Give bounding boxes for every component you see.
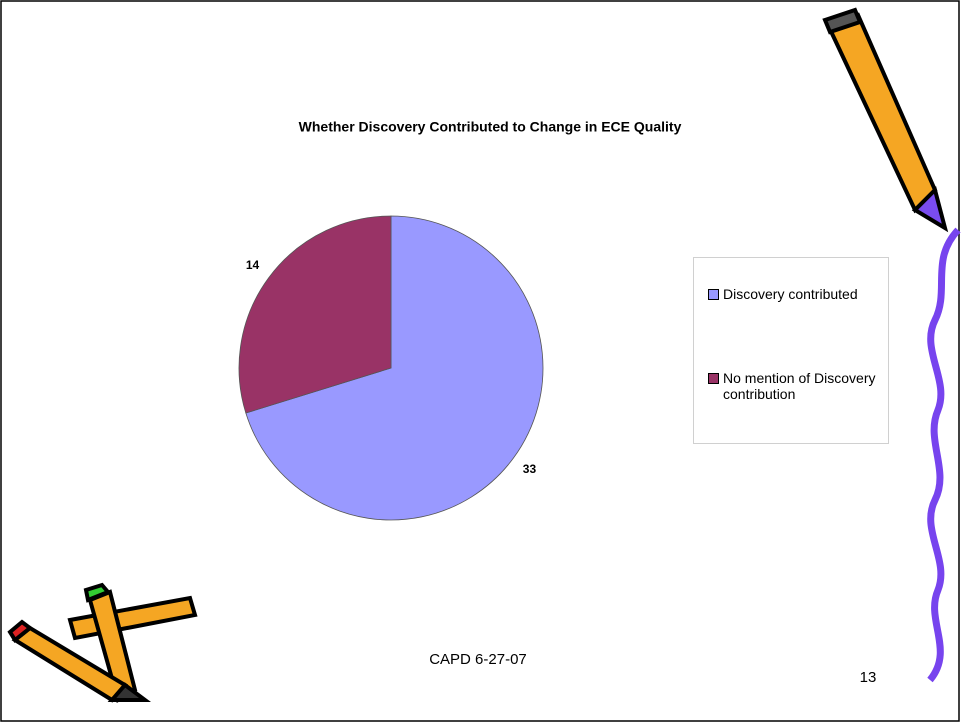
legend-item: Discovery contributed xyxy=(708,286,880,302)
chart-title: Whether Discovery Contributed to Change … xyxy=(299,119,682,135)
footer: CAPD 6-27-07 xyxy=(429,651,527,668)
data-label: 33 xyxy=(523,462,537,476)
squiggle xyxy=(927,227,961,683)
legend: Discovery contributed No mention of Disco… xyxy=(693,257,889,444)
page-number: 13 xyxy=(860,669,877,686)
legend-swatch xyxy=(708,289,719,300)
pencils xyxy=(7,582,198,704)
pie-slice xyxy=(238,215,392,414)
pencil xyxy=(822,7,949,233)
legend-label: Discovery contributed xyxy=(723,286,858,302)
legend-label: No mention of Discovery contribution xyxy=(723,370,876,402)
pie-slice xyxy=(245,215,544,521)
data-label: 14 xyxy=(246,258,260,272)
legend-item: No mention of Discovery contribution xyxy=(708,370,880,402)
legend-swatch xyxy=(708,373,719,384)
